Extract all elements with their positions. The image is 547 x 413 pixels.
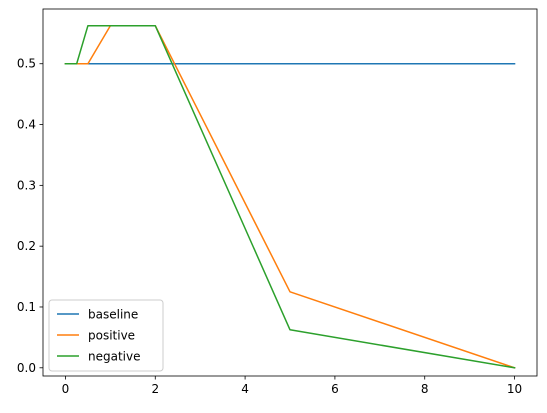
x-tick-label: 8 bbox=[421, 382, 429, 396]
legend-label-positive: positive bbox=[88, 329, 135, 343]
x-tick-label: 2 bbox=[151, 382, 159, 396]
x-tick-label: 6 bbox=[331, 382, 339, 396]
y-tick-label: 0.1 bbox=[17, 300, 36, 314]
y-tick-label: 0.4 bbox=[17, 118, 36, 132]
y-tick-label: 0.5 bbox=[17, 57, 36, 71]
y-tick-label: 0.3 bbox=[17, 178, 36, 192]
y-tick-label: 0.2 bbox=[17, 239, 36, 253]
x-tick-label: 0 bbox=[62, 382, 70, 396]
legend-label-negative: negative bbox=[88, 350, 140, 364]
x-tick-label: 4 bbox=[241, 382, 249, 396]
legend-label-baseline: baseline bbox=[88, 308, 138, 322]
legend: baseline positive negative bbox=[49, 300, 163, 371]
x-tick-label: 10 bbox=[507, 382, 522, 396]
y-tick-label: 0.0 bbox=[17, 361, 36, 375]
